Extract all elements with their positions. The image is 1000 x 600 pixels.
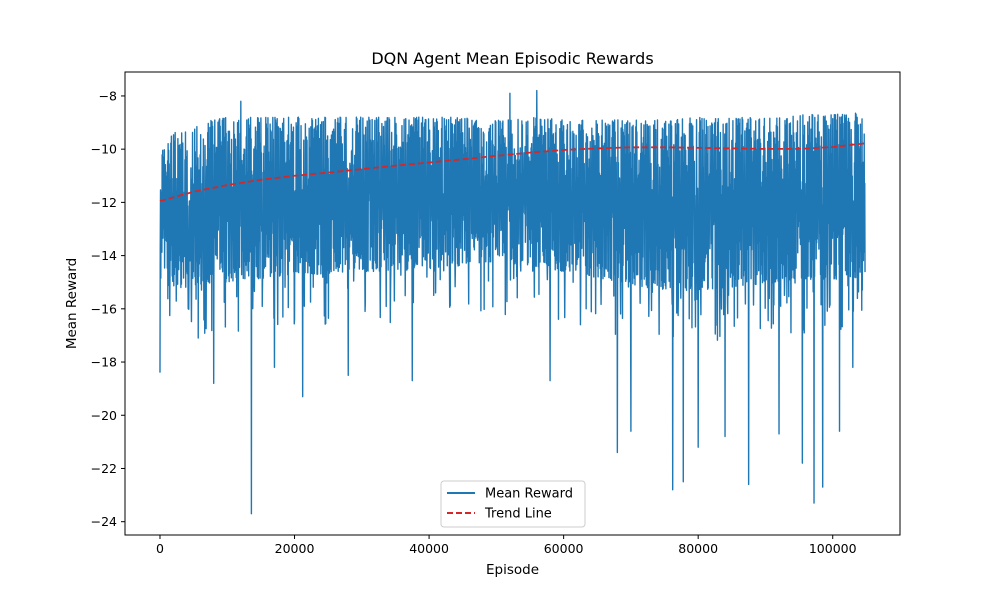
- y-tick-label: −24: [91, 514, 117, 529]
- chart-title: DQN Agent Mean Episodic Rewards: [371, 49, 653, 68]
- x-tick-label: 60000: [544, 541, 584, 556]
- y-tick-label: −14: [91, 248, 117, 263]
- x-tick-label: 40000: [409, 541, 449, 556]
- x-tick-label: 20000: [275, 541, 315, 556]
- y-tick-label: −16: [91, 301, 117, 316]
- x-axis: 0 20000 40000 60000 80000 100000: [156, 535, 857, 556]
- x-tick-label: 100000: [809, 541, 857, 556]
- y-tick-label: −22: [91, 461, 117, 476]
- y-tick-label: −8: [99, 88, 117, 103]
- legend-label-mean-reward: Mean Reward: [485, 487, 573, 502]
- series-trend-line: [159, 142, 866, 202]
- y-axis: −24 −22 −20 −18 −16 −14 −12 −10 −8: [91, 88, 125, 529]
- series-layer: [159, 89, 866, 515]
- x-tick-label: 80000: [678, 541, 718, 556]
- legend-box: [440, 480, 586, 528]
- y-tick-label: −10: [91, 142, 117, 157]
- plot-area-frame: [124, 71, 901, 536]
- series-mean-reward-line: [159, 89, 866, 515]
- x-tick-label: 0: [156, 541, 164, 556]
- x-axis-title: Episode: [486, 562, 539, 578]
- legend-label-trend-line: Trend Line: [484, 507, 552, 522]
- y-axis-title: Mean Reward: [64, 258, 80, 349]
- y-tick-label: −12: [91, 195, 117, 210]
- y-tick-label: −18: [91, 355, 117, 370]
- legend: Mean Reward Trend Line: [440, 480, 586, 528]
- y-tick-label: −20: [91, 408, 117, 423]
